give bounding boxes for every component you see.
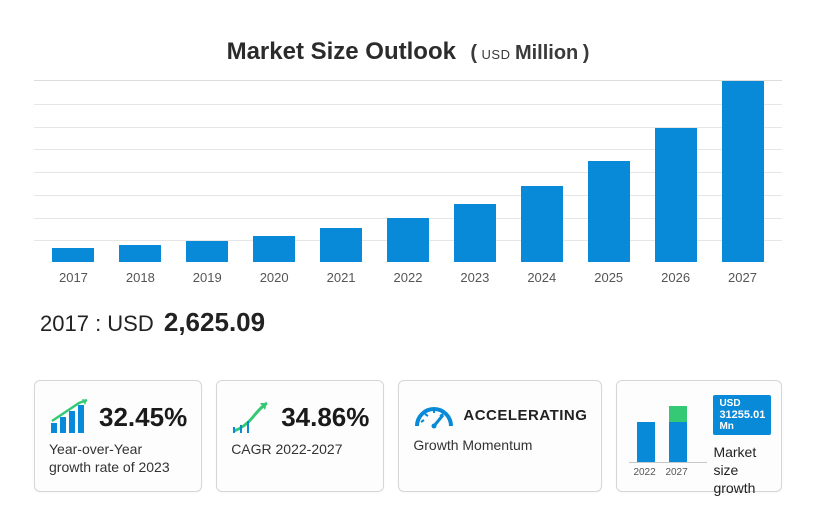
- bar: [186, 241, 228, 262]
- chart-title-row: Market Size Outlook ( USD Million ): [0, 0, 816, 80]
- x-axis-label: 2023: [441, 270, 508, 285]
- bar-chart-bars: [34, 81, 782, 262]
- bar: [119, 245, 161, 262]
- momentum-card: ACCELERATING Growth Momentum: [398, 380, 602, 492]
- x-axis-label: 2026: [642, 270, 709, 285]
- x-axis-label: 2020: [241, 270, 308, 285]
- cagr-value: 34.86%: [281, 402, 369, 433]
- bar: [253, 236, 295, 262]
- bar: [454, 204, 496, 262]
- momentum-value: ACCELERATING: [463, 407, 587, 424]
- cagr-label: CAGR 2022-2027: [231, 441, 369, 459]
- momentum-label: Growth Momentum: [413, 437, 587, 455]
- stat-cards-row: 32.45% Year-over-Year growth rate of 202…: [34, 380, 782, 492]
- x-axis-label: 2025: [575, 270, 642, 285]
- chart-title-unit: ( USD Million ): [470, 46, 589, 63]
- x-axis-label: 2018: [107, 270, 174, 285]
- gauge-icon: [413, 399, 455, 431]
- bar-slot: [241, 81, 308, 262]
- x-axis-label: 2024: [508, 270, 575, 285]
- bar: [655, 128, 697, 262]
- x-axis-label: 2017: [40, 270, 107, 285]
- x-axis-label: 2019: [174, 270, 241, 285]
- callout-currency: USD: [107, 311, 153, 336]
- bar-growth-icon: [49, 399, 91, 435]
- bar: [521, 186, 563, 262]
- growth-label: Market size growth: [713, 443, 771, 498]
- bar-slot: [709, 81, 776, 262]
- mini-bar-chart: 2022 2027: [629, 397, 707, 463]
- bar-slot: [308, 81, 375, 262]
- data-callout: 2017 : USD 2,625.09: [40, 307, 816, 338]
- bar-slot: [107, 81, 174, 262]
- bar-slot: [441, 81, 508, 262]
- market-growth-card: 2022 2027 USD 31255.01 Mn Market size gr…: [616, 380, 782, 492]
- callout-year: 2017: [40, 311, 89, 336]
- bar-chart: [34, 80, 782, 262]
- bar: [387, 218, 429, 262]
- mini-bar-2022: [637, 422, 655, 462]
- mini-label-2022: 2022: [633, 467, 655, 478]
- x-axis-label: 2027: [709, 270, 776, 285]
- mini-bar-delta: [669, 406, 687, 422]
- bar-slot: [508, 81, 575, 262]
- mini-label-2027: 2027: [665, 467, 687, 478]
- yoy-card: 32.45% Year-over-Year growth rate of 202…: [34, 380, 202, 492]
- chart-title: Market Size Outlook: [227, 38, 456, 65]
- bar: [320, 228, 362, 262]
- bar: [722, 81, 764, 262]
- growth-badge: USD 31255.01 Mn: [713, 395, 771, 435]
- x-axis-label: 2022: [375, 270, 442, 285]
- yoy-value: 32.45%: [99, 402, 187, 433]
- yoy-label: Year-over-Year growth rate of 2023: [49, 441, 187, 476]
- bar-slot: [575, 81, 642, 262]
- bar-slot: [174, 81, 241, 262]
- bar: [588, 161, 630, 262]
- bar-slot: [40, 81, 107, 262]
- bar-chart-x-axis: 2017201820192020202120222023202420252026…: [34, 270, 782, 285]
- bar-slot: [642, 81, 709, 262]
- cagr-card: 34.86% CAGR 2022-2027: [216, 380, 384, 492]
- bar: [52, 248, 94, 262]
- bar-slot: [375, 81, 442, 262]
- callout-value: 2,625.09: [164, 307, 265, 337]
- x-axis-label: 2021: [308, 270, 375, 285]
- growth-arrow-icon: [231, 399, 273, 435]
